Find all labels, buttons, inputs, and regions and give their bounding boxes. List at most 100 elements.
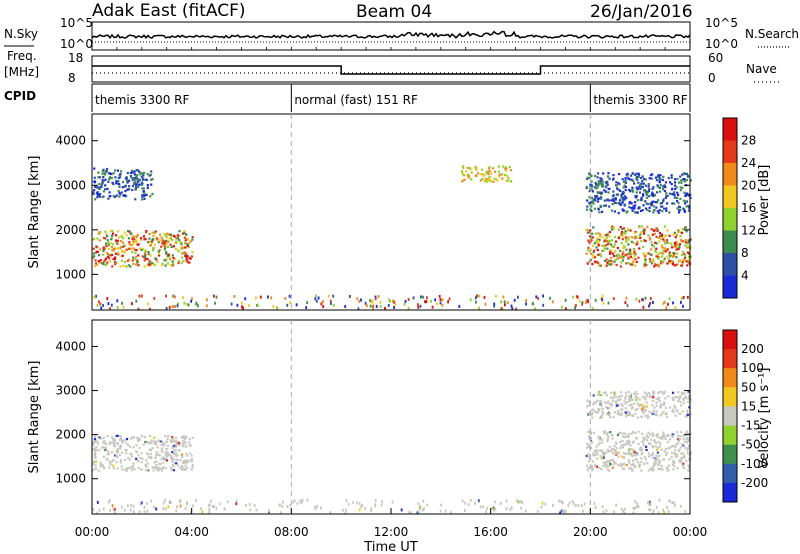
range-cell xyxy=(631,463,634,466)
range-cell xyxy=(136,263,139,266)
range-cell xyxy=(190,460,193,463)
colorbar-swatch xyxy=(723,230,737,254)
range-cell xyxy=(659,403,662,406)
near-range-cell xyxy=(623,511,626,515)
near-range-cell xyxy=(177,302,179,306)
near-range-cell xyxy=(641,298,643,302)
range-cell xyxy=(670,246,674,249)
range-cell xyxy=(121,441,124,444)
range-cell xyxy=(627,439,630,442)
range-cell xyxy=(674,406,677,409)
range-cell xyxy=(668,406,672,409)
range-cell xyxy=(634,395,637,398)
range-cell xyxy=(184,459,187,462)
range-cell xyxy=(629,453,632,456)
range-cell xyxy=(133,468,136,471)
range-cell xyxy=(104,258,107,261)
range-cell xyxy=(601,236,604,239)
range-cell xyxy=(642,232,646,235)
range-cell xyxy=(124,190,127,193)
range-cell xyxy=(680,179,683,182)
range-cell xyxy=(126,265,129,268)
range-cell xyxy=(122,264,125,267)
range-cell xyxy=(668,446,672,449)
range-cell xyxy=(650,262,654,265)
range-cell xyxy=(106,434,109,438)
range-cell xyxy=(663,403,666,406)
range-cell xyxy=(100,183,103,186)
range-cell xyxy=(650,228,653,231)
range-cell xyxy=(151,178,154,181)
range-cell xyxy=(182,435,185,438)
range-cell xyxy=(673,433,676,436)
range-cell xyxy=(111,229,114,233)
range-cell xyxy=(106,167,109,171)
range-cell xyxy=(643,239,646,242)
range-cell xyxy=(142,187,145,190)
near-range-cell xyxy=(662,508,665,512)
range-cell xyxy=(614,243,617,246)
near-range-cell xyxy=(655,505,658,509)
range-cell xyxy=(501,177,504,180)
range-cell xyxy=(598,235,601,238)
range-cell xyxy=(502,165,505,168)
range-cell xyxy=(664,406,667,409)
range-cell xyxy=(481,177,484,180)
range-cell xyxy=(130,469,134,472)
range-cell xyxy=(678,245,681,249)
range-cell xyxy=(185,252,188,255)
near-range-cell xyxy=(439,509,442,513)
range-cell xyxy=(686,193,689,196)
range-cell xyxy=(600,404,603,408)
range-cell xyxy=(597,200,600,203)
range-cell xyxy=(678,398,681,401)
near-range-cell xyxy=(330,301,332,305)
range-cell xyxy=(596,191,599,194)
range-cell xyxy=(634,408,637,411)
range-cell xyxy=(641,407,644,410)
range-cell xyxy=(188,444,191,447)
range-cell xyxy=(171,254,174,257)
range-cell xyxy=(629,190,632,193)
range-cell xyxy=(490,172,493,175)
range-cell xyxy=(642,177,646,181)
range-cell xyxy=(649,174,653,177)
range-cell xyxy=(152,248,155,252)
range-cell xyxy=(633,250,636,253)
freq-left-bottom: 8 xyxy=(68,71,76,85)
range-cell xyxy=(613,463,616,466)
range-cell xyxy=(600,393,603,397)
range-cell xyxy=(184,464,187,467)
range-cell xyxy=(640,448,643,451)
range-cell xyxy=(95,262,98,265)
near-range-cell xyxy=(165,507,167,511)
range-cell xyxy=(92,469,95,472)
range-cell xyxy=(626,174,629,177)
range-cell xyxy=(95,446,98,449)
range-cell xyxy=(622,256,625,259)
range-cell xyxy=(170,457,174,460)
range-cell xyxy=(656,191,659,194)
range-cell xyxy=(166,451,170,454)
range-cell xyxy=(590,180,593,183)
range-cell xyxy=(657,467,660,470)
near-range-cell xyxy=(358,508,361,512)
range-cell xyxy=(595,451,598,454)
range-cell xyxy=(662,433,665,436)
near-range-cell xyxy=(276,306,279,310)
range-cell xyxy=(633,252,636,255)
range-cell xyxy=(608,469,611,472)
range-cell xyxy=(122,250,126,253)
range-cell xyxy=(131,259,134,262)
range-cell xyxy=(682,199,686,202)
colorbar-swatch xyxy=(723,425,737,446)
range-cell xyxy=(652,200,655,203)
range-cell xyxy=(645,448,648,452)
range-cell xyxy=(617,212,620,215)
range-cell xyxy=(687,400,690,403)
range-cell xyxy=(687,205,690,208)
range-cell xyxy=(134,180,137,183)
range-cell xyxy=(612,174,615,177)
range-cell xyxy=(624,189,627,192)
